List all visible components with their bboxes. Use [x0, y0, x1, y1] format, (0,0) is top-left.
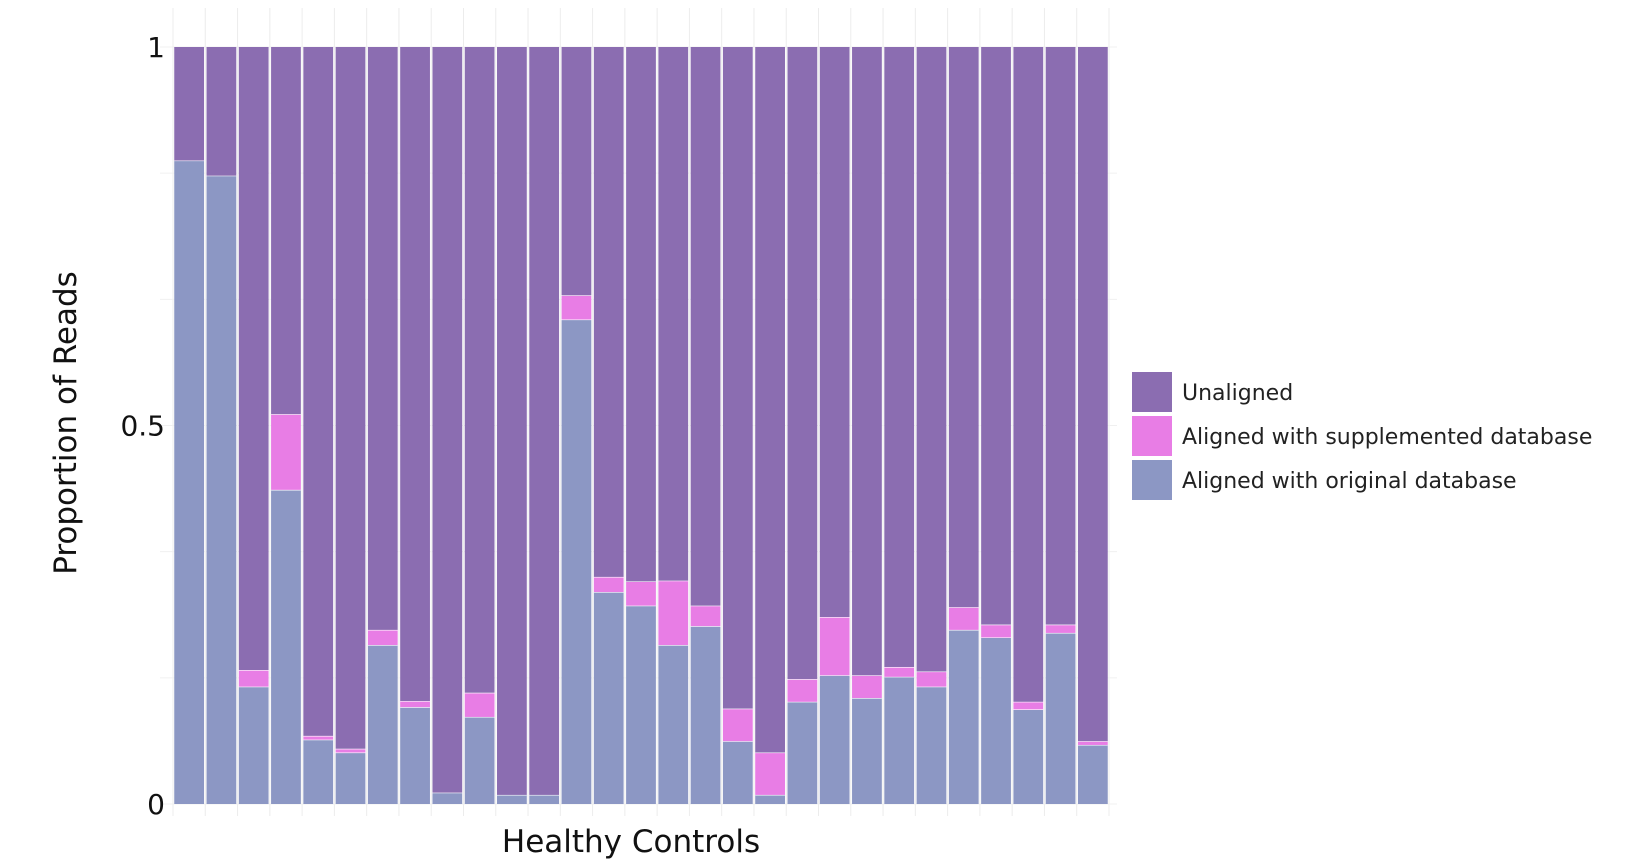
bar-segment-3-7: [367, 47, 398, 630]
bar-segment-2-16: [658, 580, 689, 646]
bar-segment-1-8: [400, 707, 430, 804]
bar-segment-3-17: [690, 47, 721, 606]
bar-segment-2-13: [561, 295, 592, 320]
bar-segment-3-6: [335, 47, 366, 749]
bar-segment-3-1: [174, 47, 205, 161]
bar-segment-2-3: [238, 670, 269, 687]
bar-segment-1-1: [174, 160, 205, 805]
bar-segment-2-21: [819, 617, 850, 676]
y-tick-label: 0: [147, 788, 165, 821]
y-tick-label: 1: [147, 31, 165, 64]
bar-segment-1-19: [755, 794, 785, 804]
y-tick-label: 0.5: [120, 410, 165, 443]
bar-segment-1-29: [1077, 744, 1108, 804]
bar-segment-2-8: [400, 701, 430, 708]
bar-segment-1-9: [432, 792, 463, 804]
bar-segment-2-5: [303, 735, 334, 740]
bar-segment-3-5: [303, 47, 334, 736]
bar-segment-1-24: [916, 686, 947, 804]
bar-segment-2-19: [755, 752, 785, 795]
bar-segment-3-2: [206, 47, 237, 176]
bar-segment-1-13: [561, 319, 592, 804]
bar-segment-3-10: [464, 47, 495, 693]
bars: [174, 47, 1108, 805]
legend-swatch: [1132, 416, 1172, 456]
bar-segment-1-17: [690, 626, 721, 804]
bar-segment-1-4: [271, 489, 301, 804]
bar-segment-2-26: [981, 624, 1011, 638]
bar-segment-1-3: [238, 686, 269, 804]
bar-segment-3-11: [497, 47, 527, 795]
legend-label: Aligned with supplemented database: [1182, 425, 1592, 450]
bar-segment-3-23: [884, 47, 915, 667]
bar-segment-1-28: [1045, 632, 1076, 804]
bar-segment-1-14: [593, 592, 624, 804]
bar-segment-1-5: [303, 739, 334, 804]
legend: Unaligned Aligned with supplemented datab…: [1132, 372, 1592, 500]
bar-segment-1-25: [948, 629, 979, 804]
bar-segment-3-15: [626, 47, 656, 582]
bar-segment-1-26: [981, 637, 1011, 804]
y-axis-title: Proportion of Reads: [48, 271, 84, 575]
bar-segment-2-24: [916, 671, 947, 687]
legend-label: Aligned with original database: [1182, 469, 1517, 494]
bar-segment-2-14: [593, 576, 624, 593]
bar-segment-3-8: [400, 47, 430, 702]
bar-segment-1-2: [206, 175, 237, 804]
bar-segment-3-25: [948, 47, 979, 608]
bar-segment-3-22: [852, 47, 882, 676]
bar-segment-2-6: [335, 748, 366, 753]
bar-segment-1-7: [367, 645, 398, 804]
bar-segment-3-26: [981, 47, 1011, 625]
bar-segment-3-14: [593, 47, 624, 577]
bar-segment-3-21: [819, 47, 850, 618]
bar-segment-3-4: [271, 47, 301, 415]
bar-segment-3-9: [432, 47, 463, 793]
bar-segment-1-12: [529, 794, 560, 804]
bar-segment-3-29: [1077, 47, 1108, 742]
bar-segment-3-20: [787, 47, 818, 680]
bar-segment-2-4: [271, 414, 301, 490]
y-axis-ticks: 00.51: [120, 31, 165, 821]
bar-segment-1-27: [1013, 709, 1044, 804]
bar-segment-1-6: [335, 752, 366, 804]
bar-segment-2-10: [464, 692, 495, 717]
legend-swatch: [1132, 460, 1172, 500]
bar-segment-1-16: [658, 645, 689, 804]
bar-segment-3-16: [658, 47, 689, 581]
bar-segment-2-15: [626, 581, 656, 606]
bar-segment-1-21: [819, 675, 850, 804]
x-axis-title: Healthy Controls: [502, 824, 760, 860]
bar-segment-3-3: [238, 47, 269, 671]
legend-label: Unaligned: [1182, 381, 1293, 406]
bar-segment-3-27: [1013, 47, 1044, 702]
bar-segment-3-24: [916, 47, 947, 672]
bar-segment-3-13: [561, 47, 592, 296]
bar-segment-2-17: [690, 605, 721, 627]
bar-segment-2-27: [1013, 701, 1044, 710]
bar-segment-1-10: [464, 716, 495, 804]
bar-segment-2-7: [367, 629, 398, 646]
bar-segment-2-18: [722, 708, 753, 742]
bar-segment-1-22: [852, 698, 882, 804]
bar-segment-3-28: [1045, 47, 1076, 625]
bar-segment-1-20: [787, 701, 818, 804]
bar-segment-3-19: [755, 47, 785, 753]
bar-segment-2-20: [787, 679, 818, 702]
bar-segment-1-15: [626, 605, 656, 804]
bar-segment-2-22: [852, 675, 882, 699]
bar-segment-2-28: [1045, 624, 1076, 633]
bar-segment-1-11: [497, 794, 527, 804]
bar-segment-1-18: [722, 741, 753, 804]
bar-segment-2-23: [884, 666, 915, 677]
bar-segment-2-25: [948, 607, 979, 630]
bar-segment-3-12: [529, 47, 560, 795]
bar-segment-1-23: [884, 676, 915, 804]
bar-segment-3-18: [722, 47, 753, 709]
legend-swatch: [1132, 372, 1172, 412]
bar-segment-2-29: [1077, 741, 1108, 745]
